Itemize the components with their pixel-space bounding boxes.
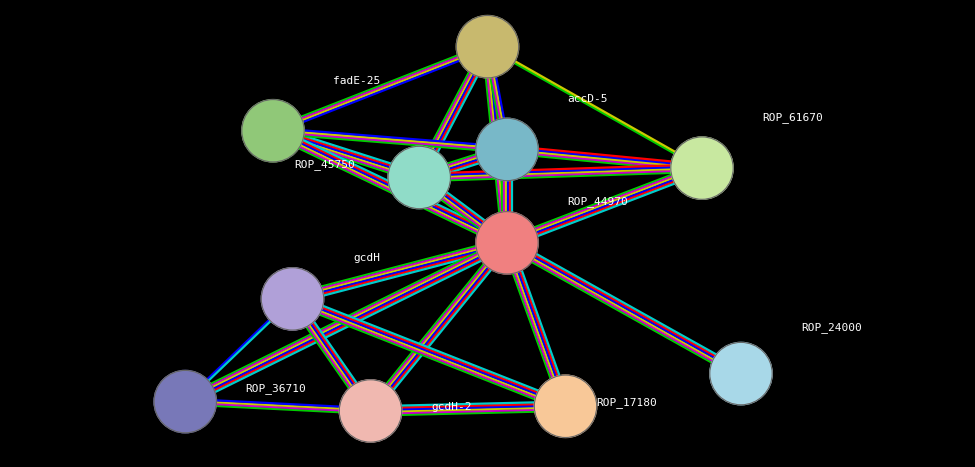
Text: fadE-33: fadE-33 — [548, 0, 595, 1]
Text: ROP_24000: ROP_24000 — [801, 322, 862, 333]
Ellipse shape — [671, 137, 733, 199]
Text: gcdH-2: gcdH-2 — [431, 403, 472, 412]
Ellipse shape — [534, 375, 597, 438]
Ellipse shape — [154, 370, 216, 433]
Ellipse shape — [339, 380, 402, 442]
Text: fadE-25: fadE-25 — [333, 76, 380, 85]
Text: ROP_17180: ROP_17180 — [597, 397, 657, 408]
Text: ROP_45750: ROP_45750 — [294, 159, 355, 170]
Ellipse shape — [476, 118, 538, 181]
Ellipse shape — [710, 342, 772, 405]
Ellipse shape — [456, 15, 519, 78]
Ellipse shape — [261, 268, 324, 330]
Ellipse shape — [388, 146, 450, 209]
Text: ROP_61670: ROP_61670 — [762, 112, 823, 123]
Text: ROP_44970: ROP_44970 — [567, 196, 628, 207]
Ellipse shape — [242, 99, 304, 162]
Ellipse shape — [476, 212, 538, 274]
Text: accD-5: accD-5 — [567, 94, 608, 104]
Text: ROP_36710: ROP_36710 — [246, 383, 306, 394]
Text: gcdH: gcdH — [353, 253, 380, 263]
